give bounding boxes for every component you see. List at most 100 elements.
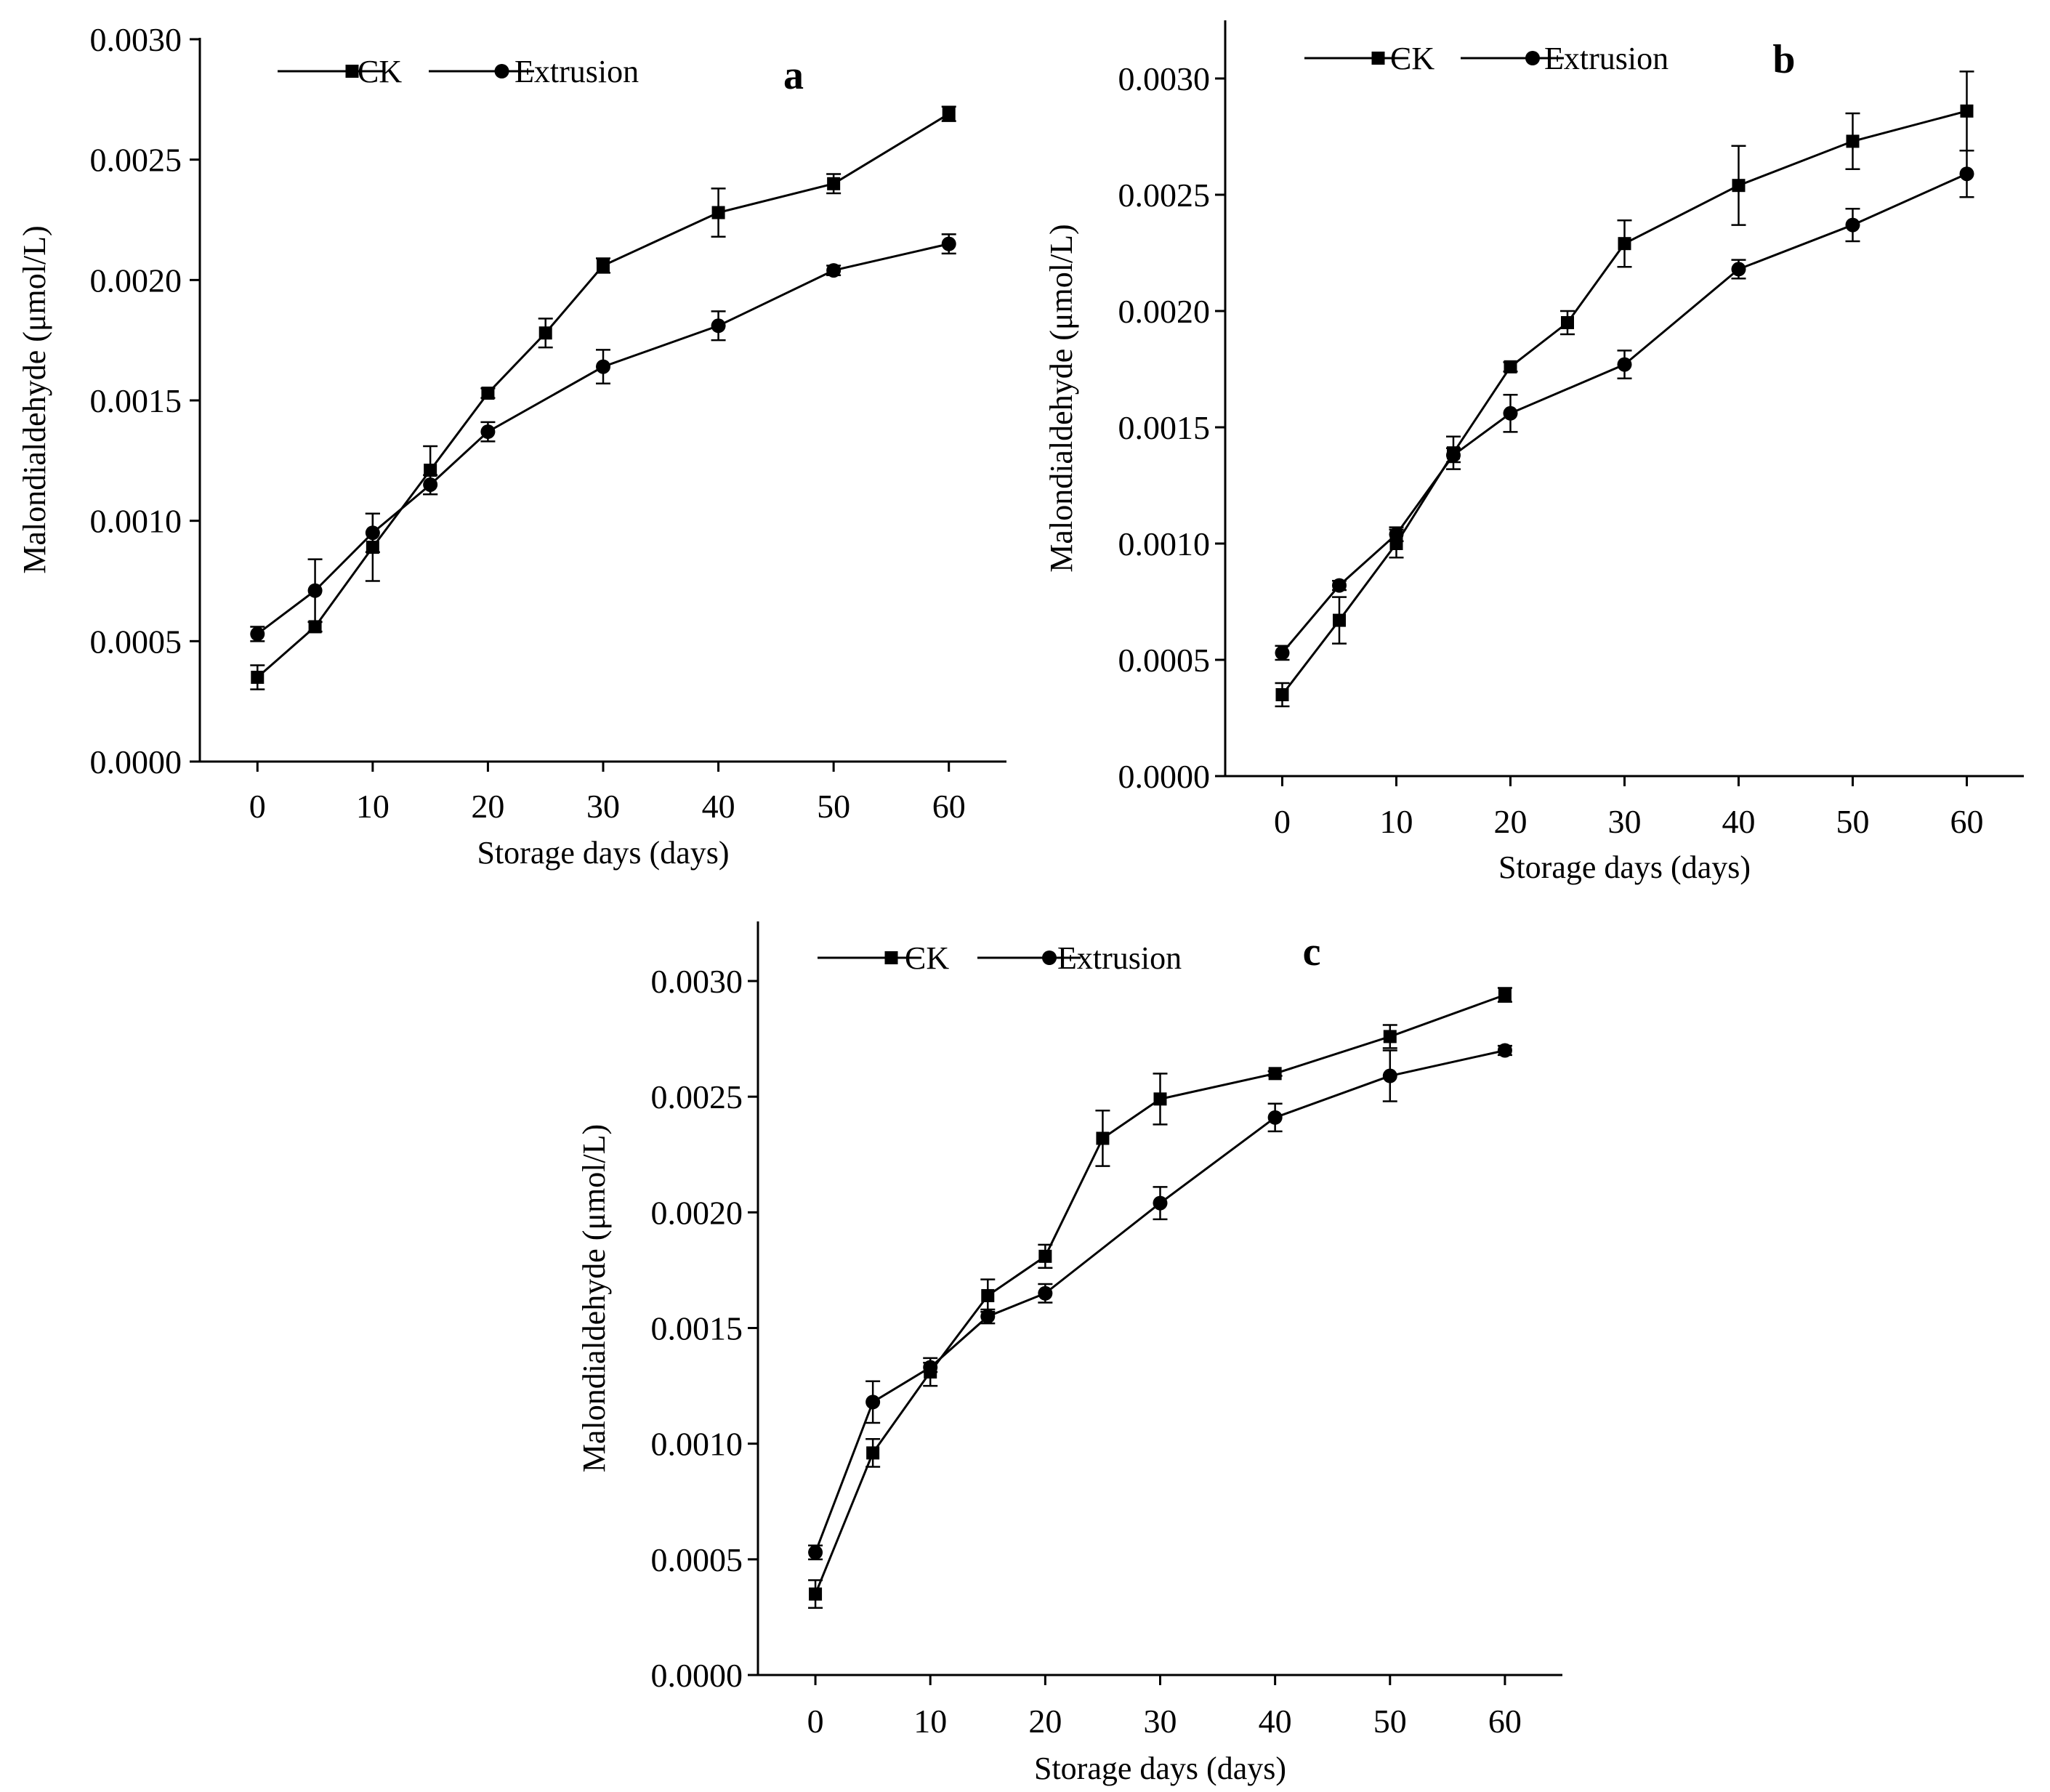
y-tick-label: 0.0005 (1118, 642, 1211, 679)
y-tick-label: 0.0030 (1118, 60, 1211, 97)
data-point-extrusion (980, 1309, 996, 1324)
y-axis-title: Malondialdehyde (μmol/L) (17, 225, 52, 573)
data-point-extrusion (808, 1545, 823, 1560)
y-tick-label: 0.0010 (1118, 525, 1211, 562)
data-point-ck (942, 107, 956, 121)
x-tick-label: 40 (1722, 803, 1756, 840)
x-tick-label: 60 (1950, 803, 1984, 840)
x-tick-label: 10 (913, 1703, 947, 1740)
data-point-extrusion (1731, 262, 1746, 277)
data-point-ck (308, 620, 322, 634)
data-point-extrusion (1503, 405, 1518, 421)
legend-label-ck: CK (358, 54, 402, 89)
x-axis-title: Storage days (days) (1498, 849, 1751, 885)
panel-c-chart: 0 10 20 30 40 50 60 0.0000 0.0005 0.0010 0.0015 0.0… (576, 921, 1562, 1786)
x-tick-label: 0 (1274, 803, 1291, 840)
data-point-extrusion (923, 1360, 938, 1375)
data-point-extrusion (1038, 1286, 1053, 1301)
data-point-extrusion (1959, 166, 1974, 182)
data-point-ck (1038, 1249, 1052, 1263)
x-tick-label: 40 (702, 788, 735, 825)
y-tick-label: 0.0000 (1118, 758, 1211, 795)
data-point-ck (809, 1587, 823, 1601)
y-tick-label: 0.0025 (1118, 177, 1211, 214)
y-tick-label: 0.0015 (651, 1310, 743, 1347)
y-tick-label: 0.0000 (90, 743, 182, 780)
data-point-ck (981, 1288, 995, 1302)
data-point-ck (251, 671, 265, 685)
panel-letter: b (1772, 37, 1795, 82)
data-point-extrusion (865, 1395, 881, 1410)
data-point-ck (1498, 988, 1512, 1002)
y-tick-label: 0.0010 (651, 1426, 743, 1463)
data-point-ck (1561, 316, 1574, 329)
data-point-ck (1268, 1067, 1282, 1081)
data-point-ck (1333, 613, 1346, 627)
y-tick-label: 0.0015 (90, 382, 182, 419)
data-point-ck (481, 387, 495, 400)
data-point-extrusion (307, 583, 323, 598)
panel-letter: c (1303, 929, 1321, 974)
x-tick-label: 50 (1373, 1703, 1407, 1740)
y-tick-label: 0.0020 (1118, 293, 1211, 330)
data-point-ck (1846, 134, 1860, 148)
data-point-ck (866, 1446, 880, 1460)
data-point-extrusion (1389, 527, 1404, 542)
x-tick-label: 40 (1259, 1703, 1292, 1740)
data-point-ck (827, 177, 841, 190)
data-point-extrusion (480, 424, 496, 440)
data-point-extrusion (596, 359, 610, 374)
y-tick-label: 0.0020 (90, 262, 182, 299)
data-point-ck (1504, 360, 1517, 374)
y-tick-label: 0.0025 (90, 142, 182, 179)
data-point-extrusion (1153, 1195, 1168, 1211)
x-tick-label: 20 (471, 788, 504, 825)
x-tick-label: 60 (932, 788, 966, 825)
x-tick-label: 10 (356, 788, 390, 825)
legend-circle-marker (1042, 951, 1057, 965)
legend-square-marker (345, 65, 359, 78)
legend-square-marker (1371, 52, 1385, 65)
data-point-extrusion (1497, 1043, 1512, 1058)
legend: CK Extrusion (818, 940, 1182, 976)
data-point-extrusion (365, 525, 380, 541)
data-point-ck (538, 326, 552, 340)
data-point-ck (1153, 1092, 1167, 1106)
x-axis-title: Storage days (days) (1034, 1751, 1286, 1786)
legend-circle-marker (1525, 51, 1540, 65)
panel-letter: a (783, 53, 804, 98)
panel-a-chart: 0 10 20 30 40 50 60 0.0000 0.0005 0.0010 0.0015 0.0… (17, 21, 1006, 871)
data-point-ck (1618, 237, 1631, 251)
x-tick-label: 0 (807, 1703, 824, 1740)
x-tick-label: 50 (1836, 803, 1870, 840)
y-tick-label: 0.0005 (651, 1541, 743, 1578)
data-point-extrusion (1845, 217, 1860, 233)
legend-label-extrusion: Extrusion (1544, 41, 1668, 76)
data-point-extrusion (941, 236, 956, 251)
y-tick-label: 0.0030 (90, 21, 182, 58)
x-tick-label: 30 (1608, 803, 1642, 840)
data-point-ck (1732, 179, 1746, 193)
data-point-extrusion (711, 318, 726, 334)
y-tick-label: 0.0015 (1118, 409, 1211, 446)
legend-circle-marker (494, 64, 509, 78)
x-tick-label: 20 (1494, 803, 1528, 840)
data-point-extrusion (826, 263, 842, 278)
x-tick-label: 60 (1488, 1703, 1522, 1740)
series-line-ck (1281, 110, 1967, 695)
data-point-extrusion (1332, 578, 1347, 593)
legend-label-extrusion: Extrusion (1057, 940, 1182, 976)
data-point-extrusion (250, 626, 265, 642)
data-point-ck (597, 259, 610, 273)
legend: CK Extrusion (1304, 41, 1668, 76)
y-tick-label: 0.0005 (90, 623, 182, 660)
series-line-ck (814, 993, 1506, 1595)
x-tick-label: 0 (249, 788, 266, 825)
y-tick-label: 0.0030 (651, 963, 743, 1000)
data-point-ck (424, 464, 437, 477)
y-tick-label: 0.0010 (90, 503, 182, 540)
data-point-ck (1096, 1131, 1110, 1145)
y-tick-label: 0.0000 (651, 1657, 743, 1694)
data-point-extrusion (1382, 1068, 1397, 1083)
